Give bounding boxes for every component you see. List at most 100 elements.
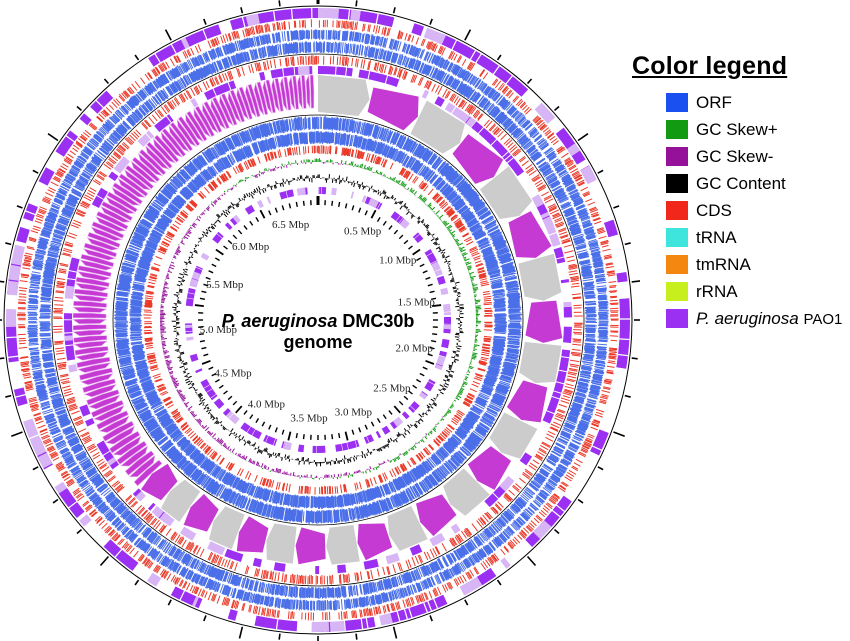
pao1-ring-outer bbox=[359, 10, 378, 24]
legend-item: tmRNA bbox=[628, 251, 848, 278]
gc-content-bar bbox=[254, 447, 257, 450]
outer-tick bbox=[553, 528, 560, 535]
gc-content-bar bbox=[434, 242, 438, 245]
synteny-block bbox=[410, 100, 466, 154]
gc-skew-bar bbox=[162, 344, 167, 347]
scale-tick bbox=[425, 276, 431, 280]
orf-ring-inner-1 bbox=[114, 116, 522, 524]
outer-tick bbox=[624, 394, 631, 398]
gc-skew-bar bbox=[395, 457, 397, 460]
gc-content-bar bbox=[335, 179, 338, 184]
gc-content-bar bbox=[253, 442, 257, 447]
outer-tick bbox=[278, 0, 281, 7]
scale-tick bbox=[203, 283, 209, 287]
genome-rings bbox=[0, 0, 640, 641]
gc-content-bar bbox=[245, 193, 249, 197]
scale-tick bbox=[237, 229, 243, 235]
synteny-block bbox=[72, 318, 107, 325]
gc-skew-bar bbox=[450, 404, 454, 407]
gc-content-bar bbox=[198, 402, 203, 406]
outer-tick bbox=[496, 54, 502, 61]
gc-content-bar bbox=[427, 406, 430, 409]
gc-skew-bar bbox=[418, 441, 421, 444]
gc-content-bar bbox=[217, 219, 221, 223]
synteny-block bbox=[178, 116, 201, 147]
synteny-block bbox=[91, 221, 125, 239]
gc-skew-bar bbox=[457, 393, 460, 396]
gc-skew-bar bbox=[449, 231, 452, 234]
synteny-block bbox=[105, 425, 136, 445]
gc-content-bar bbox=[361, 182, 364, 186]
gc-content-bar bbox=[417, 220, 420, 223]
pao1-ring-outer bbox=[274, 9, 292, 21]
gc-skew-bar bbox=[180, 394, 186, 399]
gc-content-bar bbox=[438, 389, 442, 392]
pao1-ring-mid bbox=[270, 68, 284, 79]
outer-tick bbox=[240, 7, 244, 14]
gc-skew-bar bbox=[376, 171, 379, 174]
gc-content-bar bbox=[387, 196, 390, 199]
gc-content-bar bbox=[183, 370, 186, 373]
synteny-block bbox=[72, 329, 108, 337]
pao1-ring-inner bbox=[424, 248, 433, 256]
gc-skew-bar bbox=[376, 466, 379, 469]
gc-content-bar bbox=[178, 289, 183, 292]
gc-skew-bar bbox=[457, 242, 463, 247]
synteny-block bbox=[93, 405, 125, 422]
gc-content-bar bbox=[248, 192, 251, 196]
gc-content-bar bbox=[237, 202, 240, 206]
gc-skew-bar bbox=[185, 404, 188, 407]
synteny-block bbox=[106, 191, 138, 213]
pao1-light-ring-inner bbox=[283, 441, 292, 451]
ring-border bbox=[51, 53, 585, 587]
gc-skew-bar bbox=[178, 245, 180, 247]
legend-swatch bbox=[666, 174, 688, 193]
gc-content-bar bbox=[191, 253, 194, 256]
scale-tick bbox=[351, 429, 355, 435]
gc-content-bar bbox=[223, 213, 228, 218]
pao1-ring-outer bbox=[424, 601, 431, 613]
gc-content-bar bbox=[243, 442, 247, 446]
pao1-light-ring-outer bbox=[8, 264, 21, 281]
gc-skew-bar bbox=[181, 397, 187, 401]
scale-tick bbox=[432, 304, 442, 308]
synteny-block bbox=[274, 77, 284, 112]
gc-skew-bar bbox=[464, 377, 468, 380]
gc-content-bar bbox=[396, 434, 399, 438]
gc-content-bar bbox=[265, 448, 268, 453]
gc-content-bar bbox=[358, 184, 362, 189]
gc-content-bar bbox=[404, 432, 407, 436]
scale-tick bbox=[302, 434, 305, 440]
outer-tick bbox=[16, 205, 23, 209]
gc-skew-bar bbox=[396, 456, 400, 460]
pao1-ring-outer bbox=[411, 23, 425, 36]
gc-content-bar bbox=[287, 455, 290, 460]
scale-tick bbox=[232, 234, 238, 240]
gc-content-bar bbox=[264, 188, 267, 192]
gc-content-bar bbox=[418, 217, 421, 220]
synteny-block bbox=[100, 205, 132, 223]
scale-tick bbox=[351, 205, 355, 211]
gc-content-bar bbox=[448, 365, 453, 368]
synteny-block bbox=[301, 75, 307, 109]
gc-content-bar bbox=[217, 217, 219, 220]
gc-content-bar bbox=[448, 373, 453, 377]
gc-content-bar bbox=[214, 221, 217, 224]
gc-skew-bar bbox=[421, 438, 425, 443]
pao1-ring-outer bbox=[405, 608, 412, 619]
legend-swatch bbox=[666, 201, 688, 220]
gc-skew-bar bbox=[460, 249, 466, 253]
pao1-ring-outer bbox=[476, 54, 499, 74]
gc-content-bar bbox=[376, 449, 379, 452]
outer-tick bbox=[355, 0, 358, 7]
scale-tick bbox=[393, 229, 399, 235]
pao1-light-ring-outer bbox=[533, 520, 552, 540]
gc-skew-bar bbox=[164, 282, 169, 285]
mbp-tick-label: 2.5 Mbp bbox=[373, 382, 411, 394]
gc-skew-bar bbox=[185, 233, 190, 237]
pao1-ring-inner bbox=[200, 378, 210, 388]
scale-tick bbox=[274, 427, 278, 433]
gc-skew-bar bbox=[177, 390, 183, 394]
gc-content-bar bbox=[443, 379, 447, 382]
gc-content-bar bbox=[422, 415, 424, 417]
